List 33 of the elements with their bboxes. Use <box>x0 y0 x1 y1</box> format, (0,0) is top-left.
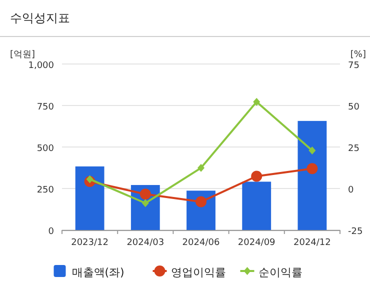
y-tick-label: 750 <box>36 102 54 112</box>
legend-label: 매출액(좌) <box>72 266 124 279</box>
bar <box>298 120 327 230</box>
x-tick-label: 2024/12 <box>294 238 331 248</box>
point <box>251 170 262 182</box>
y2-tick-label: 0 <box>348 186 354 196</box>
y2-tick-label: 25 <box>348 144 360 154</box>
point <box>142 199 149 208</box>
legend-label: 영업이익률 <box>170 266 226 279</box>
y-tick-label: 0 <box>48 227 54 237</box>
point <box>198 164 204 172</box>
y2-tick-label: 75 <box>348 61 360 71</box>
point <box>140 188 151 200</box>
y2-axis-title: [%] <box>350 50 366 60</box>
y-tick-label: 1,000 <box>28 61 54 71</box>
y2-tick-label: 50 <box>348 102 360 112</box>
y-axis-title: [억원] <box>10 50 36 60</box>
point <box>86 175 94 184</box>
bar <box>242 182 272 230</box>
point <box>308 146 316 154</box>
bar <box>75 166 104 230</box>
y-tick-label: 500 <box>36 144 54 154</box>
y-tick-label: 250 <box>36 186 54 196</box>
x-tick-label: 2024/03 <box>126 238 164 248</box>
point <box>196 196 206 208</box>
point <box>253 98 260 106</box>
title: 수익성지표 <box>10 11 70 25</box>
x-tick-label: 2024/09 <box>238 238 276 248</box>
y2-tick-label: -25 <box>348 227 363 237</box>
legend-label: 순이익률 <box>258 266 302 279</box>
x-tick-label: 2023/12 <box>71 238 108 248</box>
x-tick-label: 2024/06 <box>182 238 220 248</box>
point <box>306 163 318 174</box>
